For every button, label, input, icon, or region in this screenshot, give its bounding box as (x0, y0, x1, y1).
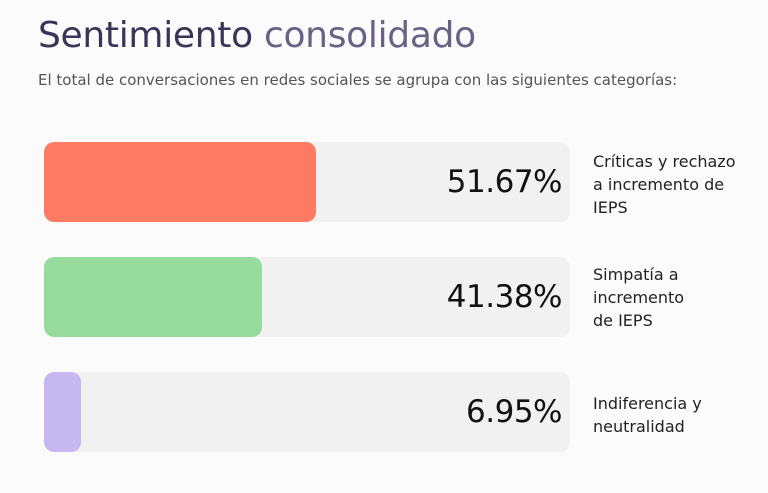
category-label-line: IEPS (593, 198, 628, 217)
bar-row: 51.67% Críticas y rechazo a incremento de I… (44, 142, 764, 222)
bar-track: 6.95% (44, 372, 570, 452)
category-label-line: Simpatía a (593, 265, 679, 284)
title-word-1: Sentimiento (38, 15, 253, 56)
page-title: Sentimiento consolidado (38, 14, 476, 58)
title-word-2: consolidado (263, 15, 476, 56)
category-label-line: incremento (593, 288, 685, 307)
bar-fill (44, 372, 81, 452)
category-label-line: neutralidad (593, 417, 685, 436)
bar-fill (44, 142, 316, 222)
bar-value-label: 51.67% (446, 164, 563, 200)
bar-category-label: Críticas y rechazo a incremento de IEPS (593, 150, 768, 219)
bar-value-label: 41.38% (446, 279, 563, 315)
category-label-line: Indiferencia y (593, 394, 702, 413)
bar-row: 6.95% Indiferencia y neutralidad (44, 372, 764, 452)
bar-fill (44, 257, 262, 337)
bar-row: 41.38% Simpatía a incremento de IEPS (44, 257, 764, 337)
category-label-line: a incremento de (593, 175, 725, 194)
bar-value-label: 6.95% (466, 394, 562, 430)
category-label-line: de IEPS (593, 311, 653, 330)
bar-track: 41.38% (44, 257, 570, 337)
category-label-line: Críticas y rechazo (593, 152, 736, 171)
bar-category-label: Indiferencia y neutralidad (593, 392, 768, 438)
bar-category-label: Simpatía a incremento de IEPS (593, 263, 768, 332)
bar-track: 51.67% (44, 142, 570, 222)
page-subtitle: El total de conversaciones en redes soci… (38, 71, 678, 89)
